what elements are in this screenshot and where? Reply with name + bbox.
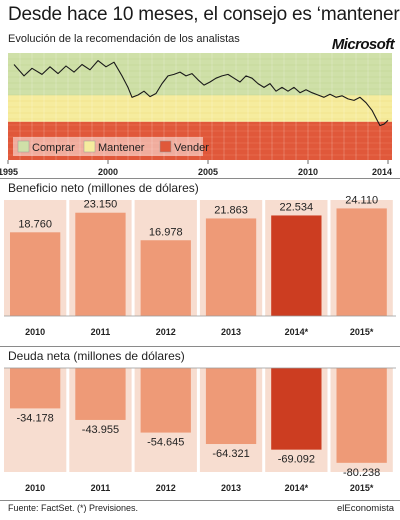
bar-2015: [336, 368, 387, 463]
legend: Comprar Mantener Vender: [13, 137, 209, 156]
zone-mantener: [8, 95, 392, 122]
legend-swatch-mantener: [83, 140, 96, 153]
x-tick-label: 1995: [0, 167, 18, 177]
category-label: 2013: [221, 483, 241, 493]
microsoft-logo: Microsoft: [331, 36, 395, 53]
bar-2013: [205, 368, 257, 445]
category-label: 2014*: [285, 327, 309, 337]
bar-2013: [205, 218, 257, 316]
category-label: 2015*: [350, 483, 374, 493]
category-label: 2012: [156, 327, 176, 337]
category-label: 2010: [25, 327, 45, 337]
bar-2010: [10, 368, 61, 409]
category-label: 2011: [91, 483, 111, 493]
publisher-brand: elEconomista: [336, 503, 394, 514]
category-label: 2012: [156, 483, 176, 493]
legend-swatch-comprar: [17, 140, 30, 153]
bar-value-label: -69.092: [278, 454, 315, 466]
chart-title: Desde hace 10 meses, el consejo es ‘mant…: [8, 4, 400, 25]
bar-value-label: -43.955: [82, 424, 119, 436]
category-label: 2010: [25, 483, 45, 493]
chart-subtitle: Evolución de la recomendación de los ana…: [8, 33, 240, 45]
debt-section-title: Deuda neta (millones de dólares): [8, 349, 185, 363]
legend-label-vender: Vender: [174, 142, 209, 154]
recommendation-chart: Comprar Mantener Vender 1995 2000 2005 2010 201…: [0, 53, 392, 177]
bar-value-label: 18.760: [18, 218, 52, 230]
bar-2015: [336, 208, 387, 316]
bar-2011: [75, 368, 126, 420]
bar-value-label: 21.863: [214, 204, 248, 216]
bar-2012: [140, 368, 191, 433]
net-debt-chart: -34.178 2010 -43.955 2011 -54.645 2012 -64.321…: [4, 367, 396, 493]
bar-value-label: 16.978: [149, 226, 183, 238]
category-label: 2015*: [350, 327, 374, 337]
bar-2012: [140, 240, 191, 316]
bar-value-label: -64.321: [212, 448, 249, 460]
bar-value-label: -80.238: [343, 467, 380, 479]
x-tick-label: 2014: [372, 167, 392, 177]
bar-2010: [10, 232, 61, 316]
bar-2011: [75, 212, 126, 316]
recommendation-line: [13, 60, 389, 127]
bar-2014: [271, 215, 322, 316]
divider: [0, 346, 400, 347]
bar-value-label: -34.178: [16, 412, 53, 424]
legend-label-mantener: Mantener: [98, 142, 145, 154]
profit-section-title: Beneficio neto (millones de dólares): [8, 181, 199, 195]
bar-value-label: 24.110: [345, 196, 378, 206]
zone-comprar: [8, 53, 392, 96]
bar-value-label: 22.534: [280, 201, 314, 213]
net-profit-chart: 18.760 2010 23.150 2011 16.978 2012 21.863 2013…: [4, 196, 396, 337]
bar-value-label: -54.645: [147, 437, 184, 449]
bar-2014: [271, 368, 322, 450]
legend-label-comprar: Comprar: [32, 142, 75, 154]
category-label: 2014*: [285, 483, 309, 493]
divider: [0, 178, 400, 179]
bar-value-label: 23.150: [84, 199, 118, 211]
divider: [0, 500, 400, 501]
category-label: 2013: [221, 327, 241, 337]
x-tick-label: 2005: [198, 167, 218, 177]
legend-box: [13, 137, 203, 156]
x-tick-label: 2000: [98, 167, 118, 177]
legend-swatch-vender: [159, 140, 172, 153]
category-label: 2011: [91, 327, 111, 337]
footer-source: Fuente: FactSet. (*) Previsiones.: [8, 503, 139, 513]
x-tick-label: 2010: [298, 167, 318, 177]
